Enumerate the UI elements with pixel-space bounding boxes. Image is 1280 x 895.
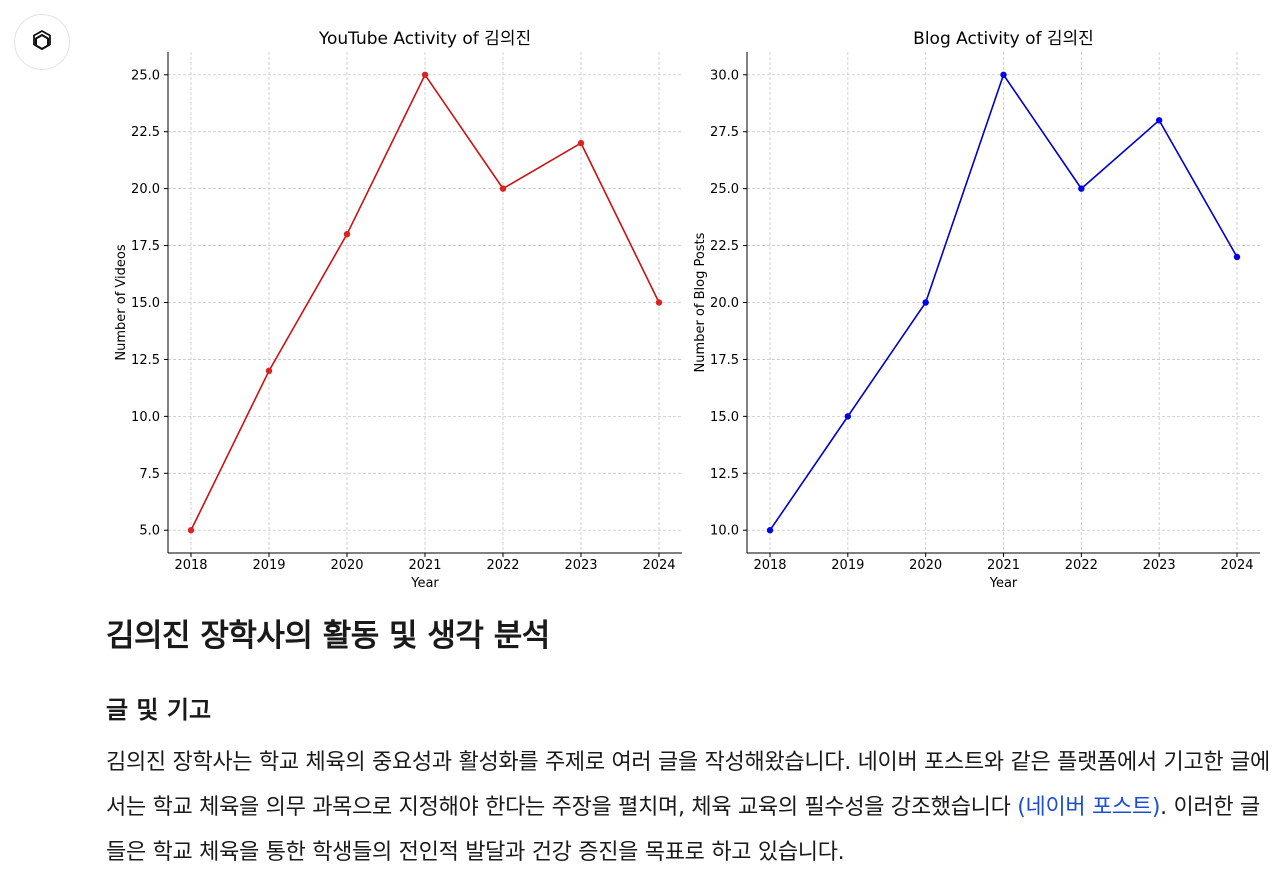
y-tick-label: 22.5 <box>710 239 739 254</box>
x-axis-label: Year <box>410 576 439 591</box>
x-tick-label: 2022 <box>1065 558 1098 573</box>
youtube-data-point <box>499 185 507 192</box>
blog-data-point <box>922 299 929 306</box>
y-tick-label: 17.5 <box>710 353 739 368</box>
y-tick-label: 25.0 <box>710 182 739 197</box>
x-tick-label: 2023 <box>564 558 597 573</box>
blog-data-point <box>766 527 774 534</box>
x-axis-label: Year <box>989 576 1018 591</box>
youtube-data-point <box>421 71 429 78</box>
blog-data-point <box>1155 117 1163 124</box>
x-tick-label: 2019 <box>252 558 285 573</box>
x-tick-label: 2018 <box>753 558 786 573</box>
x-tick-label: 2019 <box>831 558 864 573</box>
x-tick-label: 2021 <box>408 558 441 573</box>
blog-data-point <box>1078 185 1085 192</box>
blog-chart-svg: 2018 2019 2020 2021 2022 2023 2024 10.0 12.5 15.0… <box>693 29 1260 591</box>
y-tick-label: 10.0 <box>710 524 739 539</box>
analysis-article: 김의진 장학사의 활동 및 생각 분석 글 및 기고 김의진 장학사는 학교 체… <box>106 610 1276 875</box>
y-tick-label: 7.5 <box>139 467 160 482</box>
youtube-chart-title: YouTube Activity of 김의진 <box>318 29 531 49</box>
article-paragraph: 김의진 장학사는 학교 체육의 중요성과 활성화를 주제로 여러 글을 작성해왔… <box>106 740 1276 875</box>
x-tick-label: 2024 <box>1220 558 1253 573</box>
naver-post-link[interactable]: (네이버 포스트) <box>1017 795 1161 820</box>
youtube-data-point <box>187 527 195 534</box>
youtube-chart-svg: 2018 2019 2020 2021 2022 2023 2024 5.0 7.5 10.0 12… <box>114 29 682 591</box>
youtube-data-point <box>265 367 273 375</box>
y-tick-label: 30.0 <box>710 68 739 83</box>
paragraph-text-before: 김의진 장학사는 학교 체육의 중요성과 활성화를 주제로 여러 글을 작성해왔… <box>106 750 1270 820</box>
x-tick-label: 2020 <box>909 558 942 573</box>
y-tick-label: 22.5 <box>131 125 160 140</box>
y-axis-label: Number of Blog Posts <box>693 232 708 372</box>
x-tick-label: 2020 <box>330 558 363 573</box>
blog-data-point <box>1233 253 1241 261</box>
blog-activity-chart: 2018 2019 2020 2021 2022 2023 2024 10.0 12.5 15.0… <box>693 29 1260 591</box>
y-tick-label: 15.0 <box>710 410 739 425</box>
x-tick-label: 2018 <box>174 558 207 573</box>
article-subheading: 글 및 기고 <box>106 696 212 724</box>
blog-chart-title: Blog Activity of 김의진 <box>913 29 1094 49</box>
y-tick-label: 27.5 <box>710 125 739 140</box>
x-tick-label: 2022 <box>486 558 519 573</box>
y-tick-label: 12.5 <box>131 353 160 368</box>
x-tick-label: 2021 <box>987 558 1020 573</box>
y-tick-label: 12.5 <box>710 467 739 482</box>
y-tick-label: 20.0 <box>131 182 160 197</box>
y-axis-label: Number of Videos <box>114 244 129 360</box>
y-tick-label: 17.5 <box>131 239 160 254</box>
y-tick-label: 25.0 <box>131 68 160 83</box>
youtube-data-point <box>343 230 351 238</box>
assistant-avatar <box>14 14 70 70</box>
x-tick-label: 2023 <box>1143 558 1176 573</box>
youtube-activity-chart: 2018 2019 2020 2021 2022 2023 2024 5.0 7.5 10.0 12… <box>114 29 682 591</box>
article-heading: 김의진 장학사의 활동 및 생각 분석 <box>106 618 550 654</box>
y-tick-label: 20.0 <box>710 296 739 311</box>
paragraph-text-after: . 이러한 글들은 학교 체육을 통한 학생들의 전인적 발달과 건강 증진을 … <box>106 795 1260 865</box>
y-tick-label: 15.0 <box>131 296 160 311</box>
x-tick-label: 2024 <box>642 558 675 573</box>
blog-data-point <box>844 413 852 420</box>
youtube-data-point <box>577 139 585 147</box>
y-tick-label: 10.0 <box>131 410 160 425</box>
blog-data-point <box>1000 71 1007 78</box>
youtube-data-point <box>655 299 663 306</box>
openai-logo-icon <box>33 30 51 50</box>
y-tick-label: 5.0 <box>139 524 160 539</box>
